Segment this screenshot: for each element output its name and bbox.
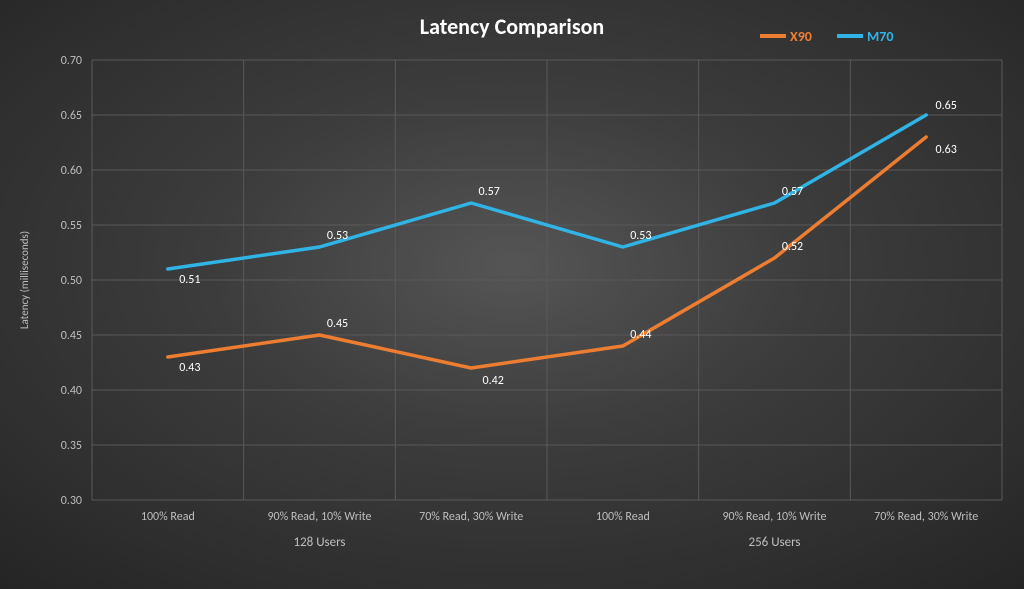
data-label: 0.53: [327, 229, 348, 243]
data-label: 0.52: [782, 240, 803, 254]
y-tick-label: 0.35: [61, 439, 82, 453]
data-label: 0.45: [327, 317, 348, 331]
latency-chart: Latency Comparison X90 M70 0.30 0.35 0.40 0.45…: [0, 0, 1024, 589]
x-tick-label: 70% Read, 30% Write: [874, 510, 978, 524]
data-label: 0.53: [630, 229, 651, 243]
data-label: 0.63: [936, 143, 957, 157]
legend-label: M70: [867, 28, 893, 45]
x-group-label: 128 Users: [294, 535, 346, 550]
y-tick-label: 0.55: [61, 219, 82, 233]
y-axis-label: Latency (milliseconds): [18, 231, 31, 329]
x-tick-label: 100% Read: [141, 510, 195, 524]
chart-title: Latency Comparison: [420, 13, 604, 40]
data-label: 0.42: [483, 374, 504, 388]
data-label: 0.43: [179, 361, 200, 375]
y-tick-label: 0.70: [61, 54, 82, 68]
data-label: 0.44: [630, 328, 651, 342]
y-tick-label: 0.40: [61, 384, 82, 398]
y-tick-label: 0.50: [61, 274, 82, 288]
y-tick-label: 0.60: [61, 164, 82, 178]
legend-label: X90: [790, 28, 812, 45]
y-tick-label: 0.45: [61, 329, 82, 343]
y-tick-label: 0.30: [61, 494, 82, 508]
x-tick-label: 100% Read: [596, 510, 650, 524]
x-group-label: 256 Users: [749, 535, 801, 550]
data-label: 0.57: [479, 185, 500, 199]
data-label: 0.51: [179, 273, 200, 287]
data-label: 0.57: [782, 185, 803, 199]
y-tick-label: 0.65: [61, 109, 82, 123]
chart-background: [0, 0, 1024, 589]
x-tick-label: 90% Read, 10% Write: [722, 510, 826, 524]
x-tick-label: 70% Read, 30% Write: [419, 510, 523, 524]
x-tick-label: 90% Read, 10% Write: [267, 510, 371, 524]
data-label: 0.65: [936, 99, 957, 113]
